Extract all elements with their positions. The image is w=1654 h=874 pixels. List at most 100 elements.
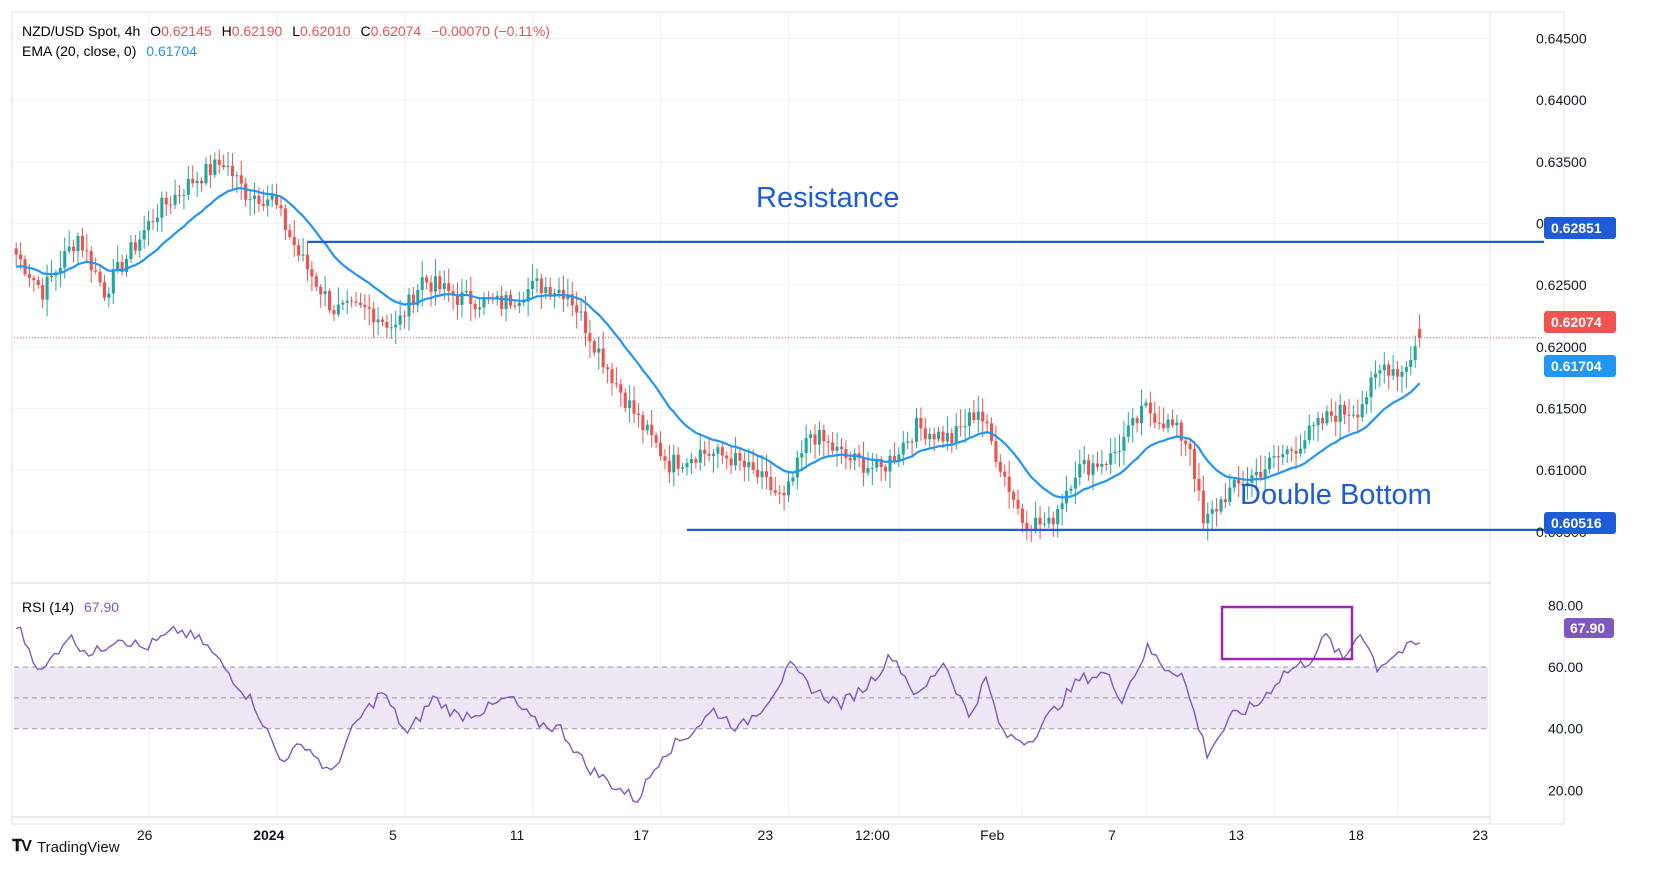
- candle-body: [1206, 513, 1210, 524]
- candle-body: [1219, 499, 1223, 512]
- candle-body: [535, 278, 539, 281]
- candle-body: [614, 383, 618, 385]
- ema-label: EMA (20, close, 0): [22, 43, 136, 59]
- candle-body: [1113, 451, 1117, 454]
- price-tick-label: 0.63500: [1536, 154, 1587, 170]
- price-tick-label: 0.61000: [1536, 462, 1587, 478]
- candle-body: [319, 286, 323, 295]
- candle-body: [725, 455, 729, 459]
- candle-body: [526, 289, 530, 302]
- candle-body: [230, 165, 234, 177]
- time-ticks: 26 2024 5 11 17 23 12:00 Feb 7 13 18 23: [137, 827, 1488, 843]
- candle-body: [72, 246, 76, 252]
- candle-body: [1418, 328, 1422, 338]
- candle-body: [1329, 411, 1333, 416]
- candle-body: [976, 411, 980, 420]
- candle-body: [557, 289, 561, 294]
- price-tick-label: 0.62500: [1536, 277, 1587, 293]
- candle-body: [1122, 436, 1126, 451]
- ema-line: [16, 186, 1421, 499]
- candle-body: [681, 467, 685, 469]
- candle-body: [1404, 366, 1408, 372]
- candle-body: [703, 449, 707, 454]
- time-tick-label: Feb: [980, 827, 1004, 843]
- candle-body: [601, 348, 605, 368]
- candle-body: [950, 433, 954, 444]
- tradingview-wordmark: TradingView: [36, 838, 120, 856]
- candle-body: [866, 468, 870, 473]
- rsi-label: RSI (14): [22, 599, 74, 615]
- candle-body: [1232, 479, 1236, 488]
- candle-body: [186, 178, 190, 195]
- candle-body: [1285, 449, 1289, 455]
- rsi-ticks: 80.00 60.00 40.00 20.00: [1548, 597, 1583, 798]
- time-tick-label: 13: [1228, 827, 1244, 843]
- candle-body: [283, 208, 287, 231]
- candle-body: [835, 446, 839, 451]
- candle-body: [747, 462, 751, 468]
- candle-body: [482, 297, 486, 308]
- candle-body: [380, 319, 385, 322]
- candle-body: [129, 242, 133, 260]
- candle-body: [142, 230, 146, 240]
- candle-body: [138, 239, 142, 251]
- candle-body: [954, 426, 958, 444]
- candle-body: [208, 163, 212, 175]
- candle-body: [636, 413, 641, 416]
- candle-body: [791, 477, 795, 482]
- candle-body: [1126, 425, 1130, 437]
- rsi-value: 67.90: [84, 599, 119, 615]
- candle-body: [566, 294, 570, 300]
- time-tick-label: 7: [1108, 827, 1116, 843]
- candle-body: [1100, 463, 1104, 467]
- candle-body: [619, 384, 623, 393]
- last-price-badge: 0.62074: [1544, 311, 1616, 333]
- ema-polyline: [16, 186, 1421, 499]
- low-value: 0.62010: [300, 23, 351, 39]
- resistance-badge-text: 0.62851: [1551, 220, 1602, 236]
- candle-body: [813, 434, 817, 445]
- high-value: 0.62190: [232, 23, 283, 39]
- time-tick-label: 12:00: [855, 827, 890, 843]
- ema-value: 0.61704: [146, 43, 197, 59]
- candle-body: [1223, 499, 1227, 503]
- candle-body: [341, 302, 345, 305]
- candle-body: [945, 433, 949, 442]
- candle-body: [1109, 453, 1113, 465]
- candle-body: [169, 204, 173, 206]
- candle-body: [667, 460, 671, 473]
- candle-body: [151, 221, 155, 223]
- candle-body: [782, 492, 786, 496]
- candle-body: [910, 441, 914, 443]
- candle-body: [1237, 479, 1241, 484]
- open-label: O: [150, 23, 161, 39]
- support-badge: 0.60516: [1544, 512, 1616, 534]
- candle-body: [447, 283, 451, 292]
- candle-body: [694, 459, 698, 463]
- candle-body: [972, 412, 976, 420]
- levels: [14, 240, 1544, 531]
- candle-body: [707, 453, 711, 456]
- candle-body: [248, 199, 252, 201]
- candle-body: [1082, 460, 1086, 465]
- interval: 4h: [125, 23, 141, 39]
- candle-body: [1073, 477, 1077, 489]
- tradingview-logo[interactable]: 𝐓V TradingView: [12, 838, 120, 856]
- candle-body: [998, 461, 1002, 472]
- candle-body: [1413, 346, 1417, 360]
- candle-body: [1184, 440, 1188, 444]
- candle-body: [937, 431, 941, 440]
- candle-body: [297, 245, 301, 256]
- candle-body: [67, 246, 71, 252]
- candle-body: [266, 199, 270, 206]
- candle-body: [769, 476, 773, 491]
- rsi-line: [16, 625, 1421, 804]
- resistance-badge: 0.62851: [1544, 217, 1616, 239]
- candle-body: [305, 254, 310, 270]
- candle-body: [1294, 450, 1298, 454]
- candle-body: [994, 441, 998, 462]
- candle-body: [645, 424, 649, 431]
- close-label: C: [360, 23, 370, 39]
- candle-body: [49, 275, 54, 277]
